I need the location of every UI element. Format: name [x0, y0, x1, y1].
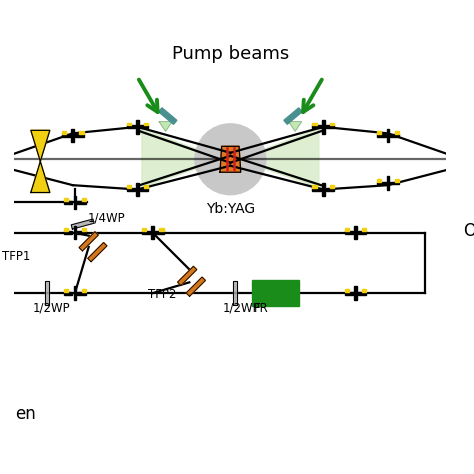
Polygon shape: [62, 134, 70, 137]
Text: FR: FR: [254, 302, 269, 315]
Text: 1/2WP: 1/2WP: [33, 302, 70, 315]
Polygon shape: [237, 129, 319, 187]
Polygon shape: [82, 289, 86, 292]
Text: TFP2: TFP2: [148, 288, 176, 301]
Polygon shape: [387, 176, 389, 190]
Polygon shape: [159, 108, 177, 124]
Polygon shape: [64, 201, 73, 204]
Polygon shape: [395, 131, 399, 134]
Polygon shape: [345, 228, 349, 231]
Polygon shape: [64, 292, 73, 295]
Polygon shape: [72, 129, 74, 142]
Polygon shape: [377, 134, 385, 137]
Polygon shape: [354, 286, 357, 300]
Polygon shape: [79, 232, 98, 251]
Polygon shape: [79, 131, 83, 134]
Circle shape: [195, 124, 266, 195]
Polygon shape: [289, 122, 301, 131]
Polygon shape: [64, 198, 68, 201]
Polygon shape: [326, 126, 334, 128]
Polygon shape: [345, 231, 353, 234]
Text: O: O: [464, 221, 474, 239]
Polygon shape: [77, 292, 86, 295]
Polygon shape: [312, 185, 317, 188]
Polygon shape: [75, 134, 83, 137]
Polygon shape: [159, 122, 172, 131]
Text: Pump beams: Pump beams: [172, 45, 289, 63]
Polygon shape: [142, 129, 224, 187]
Polygon shape: [178, 266, 197, 285]
Polygon shape: [140, 126, 148, 128]
Polygon shape: [186, 277, 205, 296]
Polygon shape: [220, 146, 241, 172]
Polygon shape: [358, 231, 366, 234]
Polygon shape: [377, 182, 385, 184]
Polygon shape: [354, 226, 357, 239]
Polygon shape: [312, 123, 317, 126]
Polygon shape: [330, 185, 334, 188]
Polygon shape: [73, 286, 76, 300]
Polygon shape: [73, 226, 76, 239]
Polygon shape: [377, 131, 382, 134]
Polygon shape: [88, 243, 107, 262]
Polygon shape: [358, 292, 366, 295]
Text: Yb:YAG: Yb:YAG: [206, 202, 255, 217]
Polygon shape: [233, 281, 237, 305]
Polygon shape: [345, 289, 349, 292]
Polygon shape: [77, 201, 86, 204]
Polygon shape: [127, 188, 135, 191]
Polygon shape: [362, 228, 366, 231]
Polygon shape: [387, 129, 389, 142]
Polygon shape: [73, 196, 76, 209]
Polygon shape: [312, 126, 321, 128]
Polygon shape: [64, 228, 68, 231]
Polygon shape: [391, 134, 399, 137]
Text: 1/4WP: 1/4WP: [88, 211, 126, 224]
Polygon shape: [345, 292, 353, 295]
Polygon shape: [142, 231, 150, 234]
Polygon shape: [322, 120, 325, 134]
Polygon shape: [326, 188, 334, 191]
Polygon shape: [82, 228, 86, 231]
Text: en: en: [15, 405, 36, 423]
Polygon shape: [136, 183, 139, 196]
Polygon shape: [144, 123, 148, 126]
Polygon shape: [395, 179, 399, 182]
Polygon shape: [391, 182, 399, 184]
Polygon shape: [140, 188, 148, 191]
Polygon shape: [64, 231, 73, 234]
Polygon shape: [312, 188, 321, 191]
Polygon shape: [127, 126, 135, 128]
Polygon shape: [64, 289, 68, 292]
Polygon shape: [284, 108, 302, 124]
Polygon shape: [142, 228, 146, 231]
Polygon shape: [127, 123, 131, 126]
Polygon shape: [155, 231, 164, 234]
Text: TFP1: TFP1: [2, 250, 31, 263]
Polygon shape: [151, 226, 154, 239]
Polygon shape: [62, 131, 66, 134]
Polygon shape: [82, 198, 86, 201]
Text: 1/2WP: 1/2WP: [223, 302, 260, 315]
Polygon shape: [31, 130, 50, 192]
Polygon shape: [362, 289, 366, 292]
Polygon shape: [144, 185, 148, 188]
Polygon shape: [77, 231, 86, 234]
Polygon shape: [45, 281, 49, 305]
Polygon shape: [322, 183, 325, 196]
Polygon shape: [136, 120, 139, 134]
Polygon shape: [377, 179, 382, 182]
Polygon shape: [127, 185, 131, 188]
Polygon shape: [159, 228, 164, 231]
Polygon shape: [330, 123, 334, 126]
Polygon shape: [71, 219, 94, 229]
Bar: [252, 280, 300, 306]
